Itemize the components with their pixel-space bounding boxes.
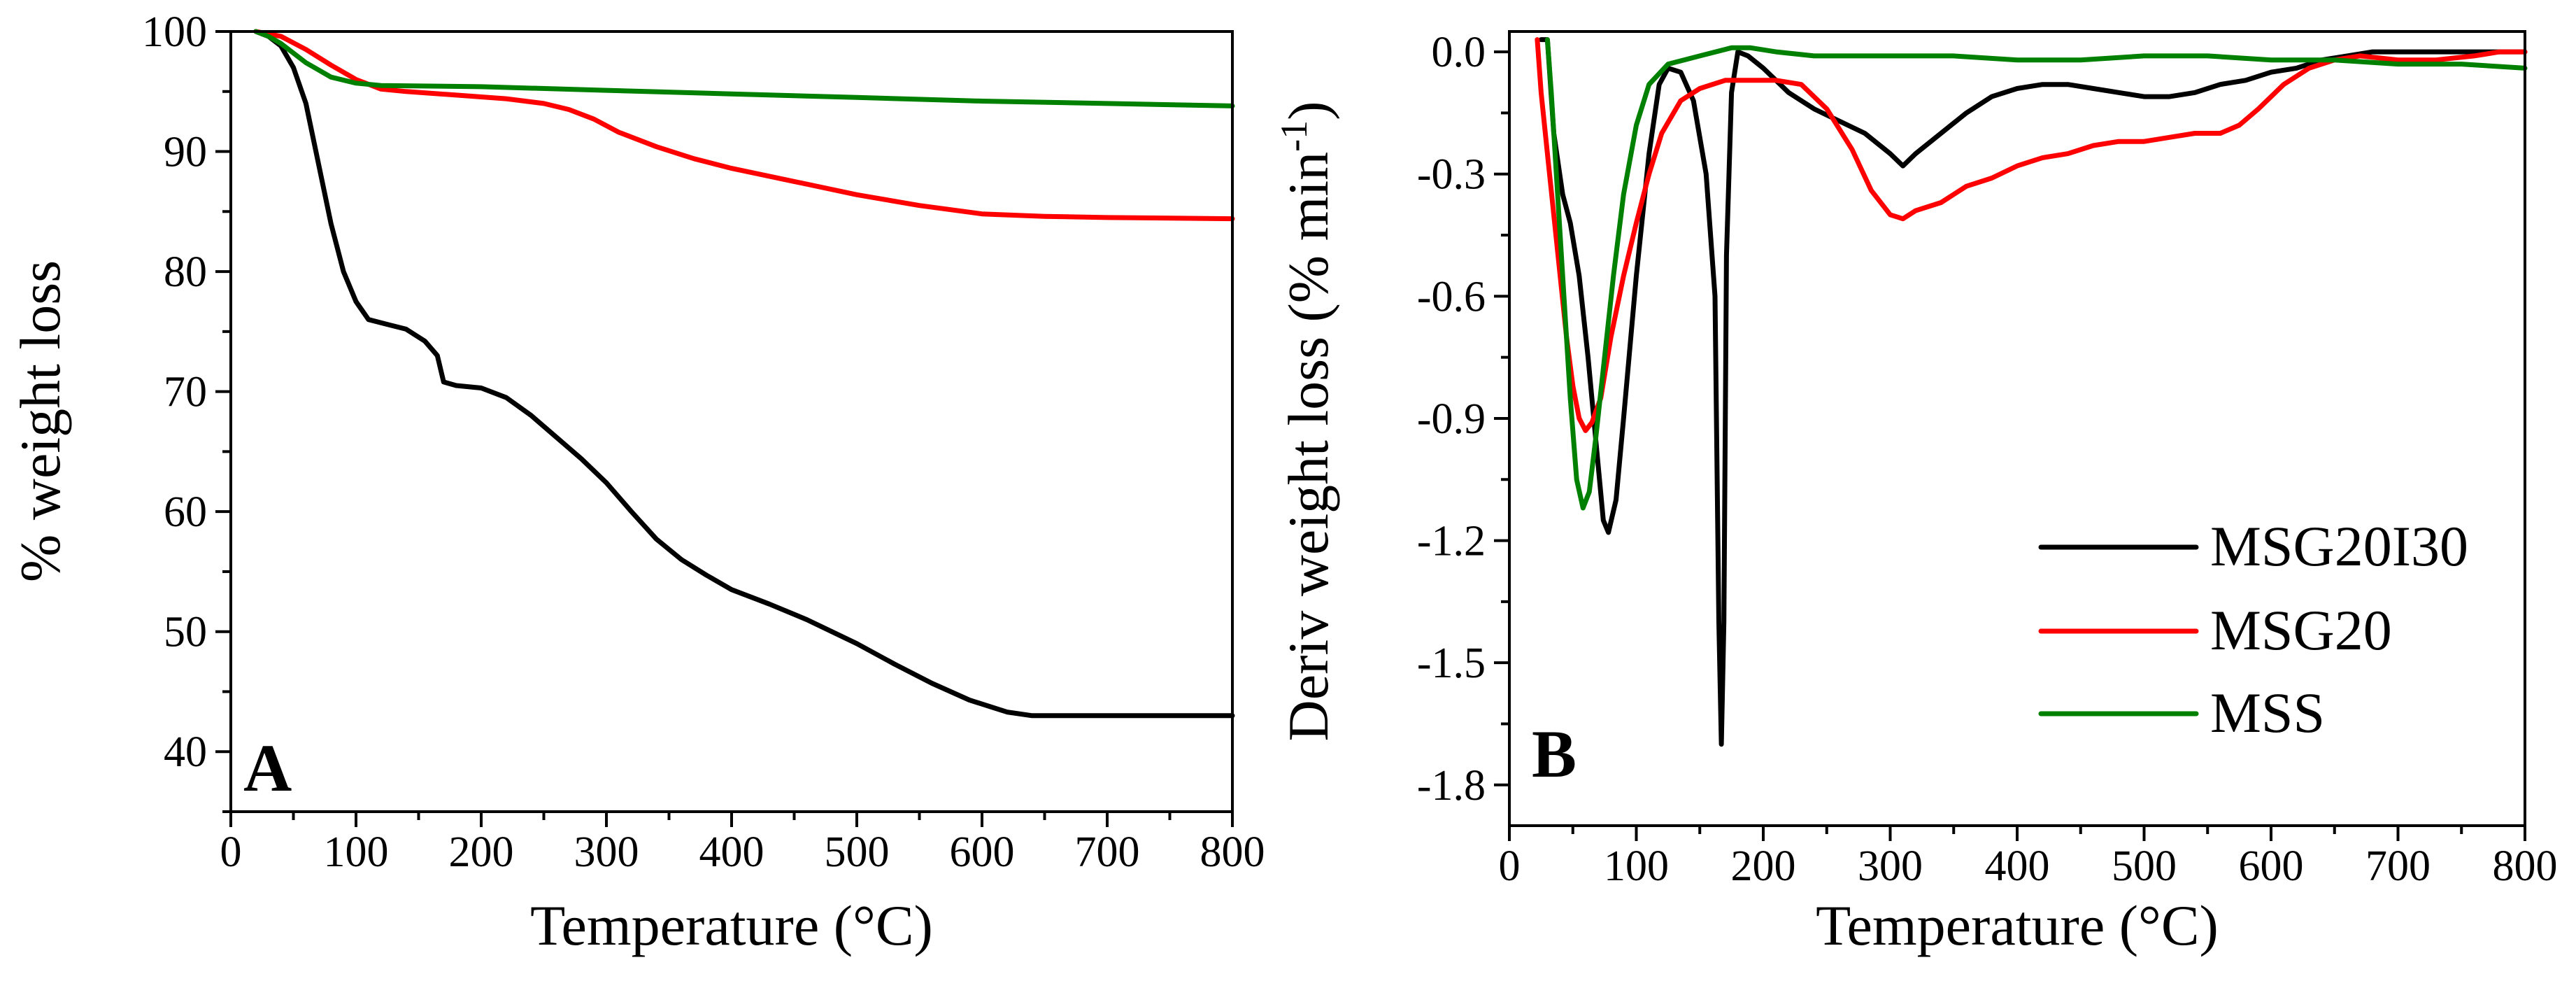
panel-a-series [253,29,1235,719]
legend-label-msg20i30: MSG20I30 [2210,514,2468,578]
panel-b-x-tick-label: 600 [2239,842,2304,890]
panel-a-x-tick-label: 0 [220,828,242,876]
panel-a-x-tick-label: 500 [825,828,890,876]
panel-a-y-tick-label: 100 [142,8,207,56]
panel-b-y-tick-label: -1.8 [1417,762,1486,810]
panel-a-x-tick-label: 400 [699,828,764,876]
panel-a-x-axis-title: Temperature (°C) [530,894,933,957]
panel-b-y-tick-label: -1.5 [1417,640,1486,687]
panel-a-axes-frame [229,30,1234,813]
legend-label-mss: MSS [2210,681,2325,744]
panel-b-series [1535,37,2528,747]
legend-label-msg20: MSG20 [2210,598,2392,662]
panel-b-y-axis-title-superscript: -1 [1273,120,1315,152]
panel-a-y-tick-label: 80 [164,248,207,296]
panel-a-x-tick-label: 300 [574,828,639,876]
legend: MSG20I30 MSG20 MSS [2038,514,2468,744]
panel-b-axes-frame [1508,30,2526,827]
panel-b-series-msg20 [1535,37,2528,433]
panel-b-y-axis-title-main: Deriv weight loss (% min [1276,152,1340,742]
panel-a-y-tick-label: 50 [164,609,207,656]
panel-a-y-tick-label: 70 [164,369,207,416]
panel-b-x-tick-label: 500 [2112,842,2177,890]
panel-b-y-tick-label: -0.3 [1417,151,1486,199]
panel-a-y-tick-label: 90 [164,129,207,176]
panel-b-y-axis-title-end: ) [1276,101,1340,120]
panel-b-x-tick-label: 800 [2493,842,2558,890]
panel-b-x-tick-label: 400 [1985,842,2050,890]
panel-a-series-msg20 [253,29,1235,222]
panel-a-x-tick-label: 700 [1075,828,1140,876]
panel-b-ticks: 0 100 200 300 400 500 600 700 800 0.0 -0.3 -0.6 -0.9… [1417,29,2558,890]
panel-a-x-tick-label: 800 [1200,828,1265,876]
panel-b-label: B [1532,717,1577,791]
panel-b-y-tick-label: -0.9 [1417,395,1486,443]
panel-b-x-tick-label: 100 [1604,842,1669,890]
panel-a-series-mss [253,29,1235,108]
panel-a-x-tick-label: 100 [324,828,389,876]
panel-b-x-tick-label: 700 [2365,842,2431,890]
panel-a-ticks: 0 100 200 300 400 500 600 700 800 40 50 60 70 80 90 100 [142,8,1265,876]
panel-b-y-tick-label: -1.2 [1417,518,1486,565]
panel-b-y-axis-title: Deriv weight loss (% min-1) [1273,101,1340,742]
panel-a-x-tick-label: 200 [449,828,514,876]
panel-a-y-tick-label: 60 [164,488,207,536]
panel-b-x-axis-title: Temperature (°C) [1816,894,2219,957]
panel-a-series-msg20i30 [253,29,1235,719]
panel-a-y-axis-title: % weight loss [8,260,72,582]
panel-a-label: A [243,731,292,805]
panel-b-y-tick-label: -0.6 [1417,273,1486,320]
panel-a-x-tick-label: 600 [950,828,1015,876]
panel-b: 0 100 200 300 400 500 600 700 800 0.0 -0.3 -0.6 -0.9… [1273,29,2558,957]
panel-b-x-tick-label: 200 [1731,842,1796,890]
panel-b-x-tick-label: 300 [1858,842,1923,890]
panel-b-y-tick-label: 0.0 [1432,29,1486,76]
panel-a-y-tick-label: 40 [164,728,207,776]
panel-b-x-tick-label: 0 [1499,842,1521,890]
panel-b-series-mss [1544,37,2528,511]
panel-a: 0 100 200 300 400 500 600 700 800 40 50 60 70 80 90 100… [8,8,1265,957]
